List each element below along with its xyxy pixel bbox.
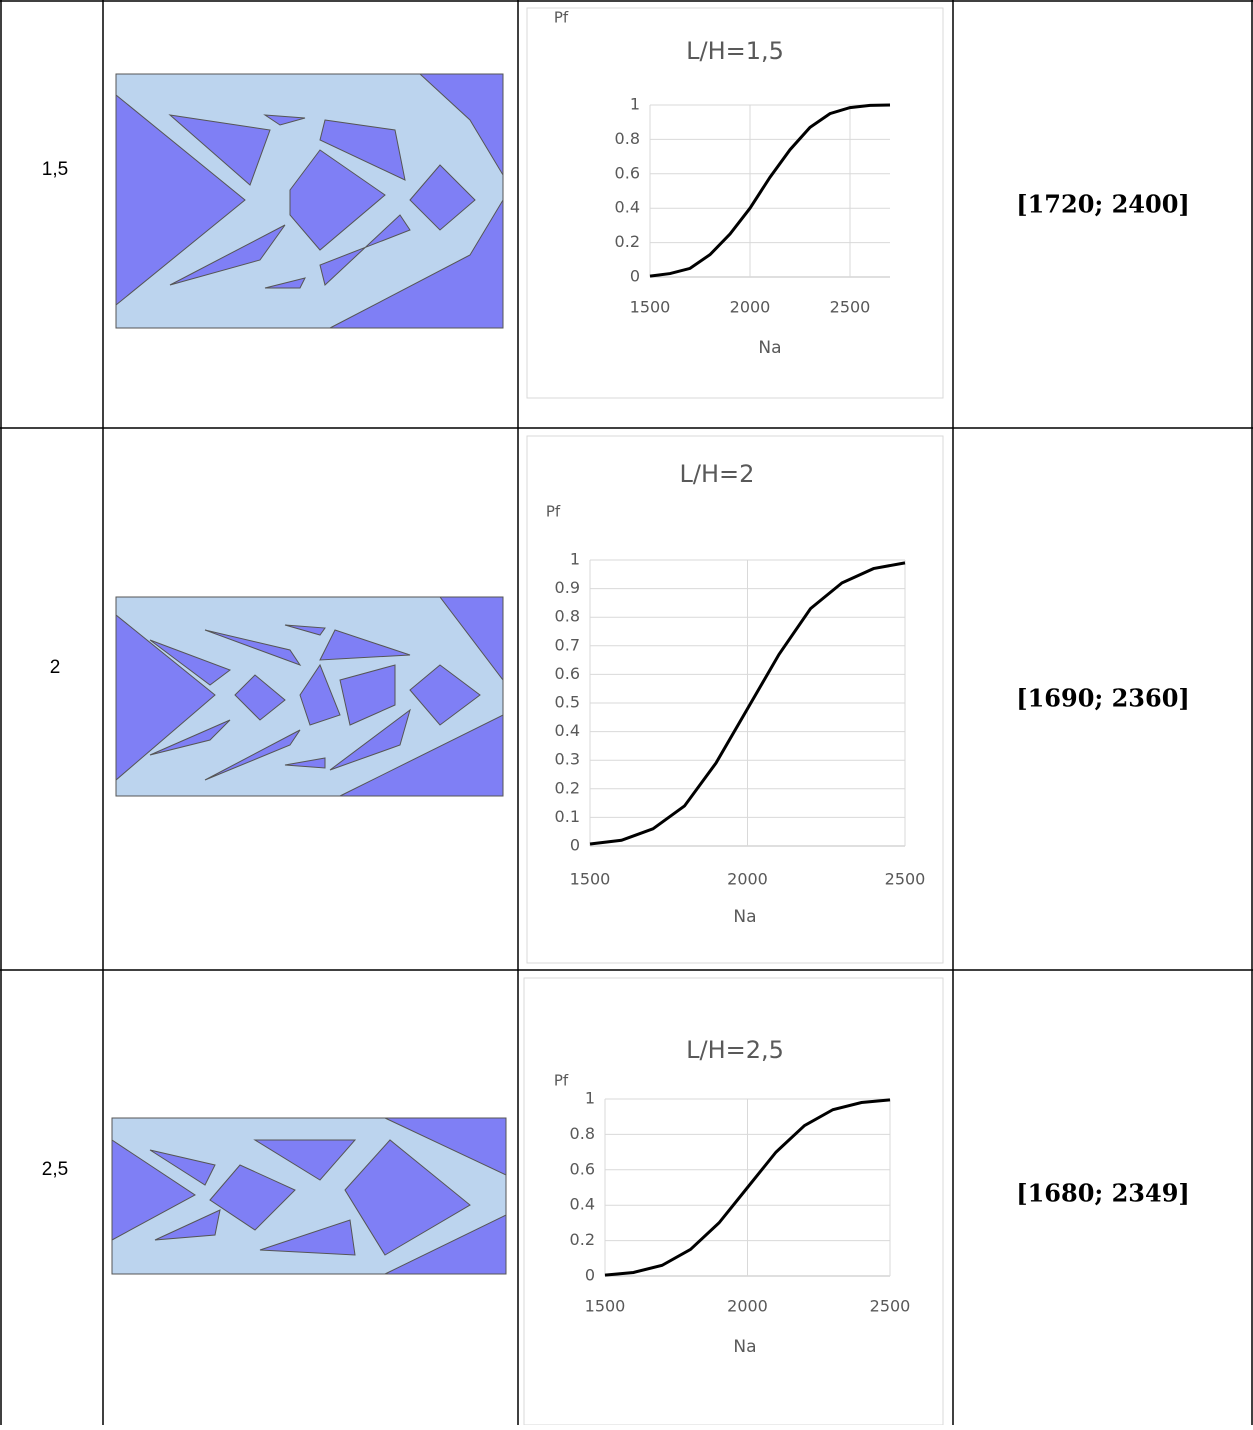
chart-title: L/H=1,5 (686, 37, 784, 65)
x-tick-label: 2000 (727, 870, 768, 889)
topology-3 (111, 1117, 507, 1275)
x-tick-label: 1500 (570, 870, 611, 889)
y-tick-label: 0.2 (570, 1230, 595, 1249)
chart-area (526, 435, 944, 964)
y-tick-label: 0.4 (555, 721, 580, 740)
x-tick-label: 2000 (727, 1297, 768, 1316)
y-tick-label: 0.6 (615, 163, 640, 182)
x-axis-label: Na (758, 338, 781, 358)
y-tick-label: 0.6 (570, 1159, 595, 1178)
interval-cell: [1690; 2360] (1016, 684, 1190, 713)
x-tick-label: 2000 (730, 298, 771, 317)
y-tick-label: 0.7 (555, 635, 580, 654)
y-tick-label: 1 (585, 1089, 595, 1108)
line-series (589, 561, 906, 846)
y-axis-label: Pf (554, 9, 569, 27)
x-tick-label: 2500 (885, 870, 926, 889)
y-tick-label: 1 (570, 550, 580, 569)
interval-cell: [1680; 2349] (1016, 1179, 1190, 1208)
y-tick-label: 0 (630, 267, 640, 286)
y-tick-label: 0.8 (570, 1124, 595, 1143)
x-axis-label: Na (733, 907, 756, 927)
y-tick-label: 0 (585, 1266, 595, 1285)
topology-1 (115, 73, 504, 329)
y-tick-label: 0.2 (615, 232, 640, 251)
y-tick-label: 0.1 (555, 807, 580, 826)
x-tick-label: 1500 (630, 298, 671, 317)
ratio-cell: 2 (50, 657, 61, 678)
y-tick-label: 0 (570, 836, 580, 855)
ratio-cell: 2,5 (42, 1159, 68, 1180)
x-tick-label: 2500 (870, 1297, 911, 1316)
x-tick-label: 1500 (585, 1297, 626, 1316)
y-tick-label: 0.8 (615, 129, 640, 148)
x-tick-label: 2500 (830, 298, 871, 317)
line-series (604, 1098, 891, 1277)
y-axis-label: Pf (554, 1072, 569, 1090)
chart-title: L/H=2 (680, 460, 755, 488)
chart-title: L/H=2,5 (686, 1036, 784, 1064)
y-tick-label: 0.6 (555, 664, 580, 683)
y-tick-label: 0.3 (555, 750, 580, 769)
ratio-cell: 1,5 (42, 159, 68, 180)
y-tick-label: 0.4 (615, 198, 640, 217)
y-tick-label: 0.2 (555, 778, 580, 797)
y-tick-label: 0.8 (555, 607, 580, 626)
chart-area (526, 7, 944, 399)
topology-2 (115, 596, 504, 797)
y-tick-label: 0.5 (555, 693, 580, 712)
interval-cell: [1720; 2400] (1016, 190, 1190, 219)
y-tick-label: 0.4 (570, 1195, 595, 1214)
x-axis-label: Na (733, 1337, 756, 1357)
y-tick-label: 0.9 (555, 578, 580, 597)
y-axis-label: Pf (546, 503, 561, 521)
chart-area (523, 977, 944, 1426)
y-tick-label: 1 (630, 95, 640, 114)
line-series (649, 103, 891, 278)
